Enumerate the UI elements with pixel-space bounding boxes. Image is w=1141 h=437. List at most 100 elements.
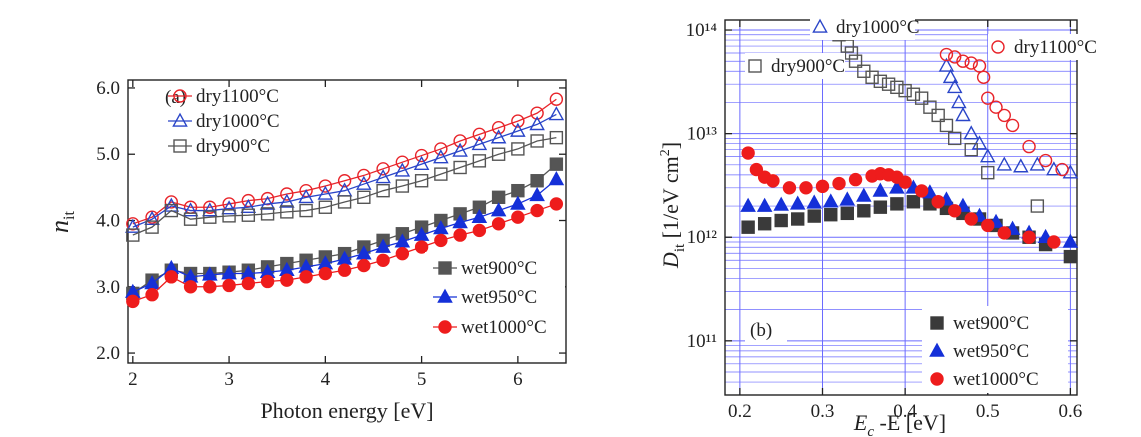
data-point — [972, 59, 987, 73]
x-tick-label: 3 — [224, 369, 234, 390]
data-point — [452, 142, 468, 157]
data-point — [490, 129, 507, 144]
data-point — [164, 195, 179, 209]
data-point — [549, 197, 564, 211]
data-point — [279, 193, 295, 208]
data-point — [183, 280, 198, 294]
data-point — [337, 263, 352, 277]
data-point — [1013, 158, 1029, 173]
data-point — [472, 127, 487, 142]
data-point — [240, 198, 257, 214]
data-point — [472, 154, 487, 168]
legend-marker — [930, 316, 944, 330]
annotation: (a) — [165, 87, 186, 108]
data-point — [510, 195, 526, 210]
y-label-main: D — [658, 252, 683, 269]
legend-label: dry1000°C — [196, 111, 280, 132]
data-point — [824, 208, 838, 222]
data-point — [981, 218, 995, 233]
data-point — [799, 181, 813, 195]
data-point — [337, 174, 352, 188]
data-point — [839, 191, 856, 206]
data-point — [395, 179, 410, 193]
legend-label: dry1100°C — [1014, 37, 1097, 58]
data-point — [510, 122, 526, 137]
data-point — [434, 233, 448, 248]
data-point — [357, 168, 371, 183]
data-point — [376, 183, 390, 198]
data-point — [844, 46, 859, 60]
data-point — [433, 149, 449, 164]
data-point — [241, 208, 256, 222]
data-point — [375, 238, 391, 253]
data-point — [471, 208, 488, 223]
legend-label: dry900°C — [771, 56, 845, 77]
data-point — [857, 204, 871, 218]
data-point — [906, 87, 921, 101]
data-point — [890, 80, 904, 95]
data-point — [956, 54, 970, 68]
y-label-sup: 2 — [658, 149, 673, 156]
data-point — [951, 94, 967, 109]
legend-entry: dry900°C — [168, 136, 270, 157]
annotation: (b) — [750, 320, 772, 341]
data-point — [997, 108, 1011, 123]
data-point — [766, 174, 780, 188]
data-point — [491, 190, 506, 205]
data-point — [741, 146, 755, 160]
legend-label: dry900°C — [196, 136, 270, 157]
y-label-main: n — [45, 220, 74, 233]
y-axis-label: Dit [1/eV cm2] — [658, 142, 688, 269]
data-point — [453, 160, 467, 175]
data-point — [203, 280, 217, 294]
data-point — [989, 100, 1003, 114]
data-point — [145, 288, 159, 302]
data-point — [433, 220, 449, 235]
legend-marker — [929, 342, 945, 357]
data-point — [452, 214, 468, 229]
data-point — [964, 142, 978, 157]
data-point — [963, 125, 980, 140]
legend-marker — [173, 89, 187, 103]
legend-entry: wet950°C — [433, 287, 537, 308]
data-point — [182, 202, 199, 217]
data-point — [511, 210, 525, 224]
y-tick-label: 6.0 — [96, 78, 120, 99]
data-point — [840, 206, 854, 221]
data-point — [491, 121, 506, 135]
data-point — [395, 246, 410, 261]
legend-background — [988, 34, 1078, 60]
x-tick-label: 2 — [128, 369, 138, 390]
data-point — [914, 184, 929, 198]
data-point — [1038, 153, 1053, 168]
data-point — [453, 228, 467, 242]
data-point — [873, 200, 888, 214]
legend-background — [810, 14, 915, 40]
data-point — [1062, 233, 1079, 248]
data-point — [872, 182, 889, 197]
y-label-sub: it — [672, 243, 688, 252]
data-point — [890, 197, 904, 211]
data-point — [529, 186, 545, 202]
data-point — [1063, 249, 1078, 264]
data-point — [414, 240, 429, 254]
data-point — [394, 233, 411, 248]
data-point — [756, 197, 773, 212]
data-point — [221, 200, 237, 215]
legend-entry: wet950°C — [929, 341, 1029, 362]
data-point — [299, 270, 313, 284]
data-point — [906, 195, 921, 209]
data-point — [414, 174, 429, 188]
data-point — [773, 196, 789, 211]
x-tick-label: 4 — [321, 369, 331, 390]
legend-marker — [991, 40, 1005, 54]
y-axis-label: nit — [45, 211, 78, 233]
data-point — [948, 204, 962, 218]
data-point — [183, 212, 198, 226]
data-point — [873, 74, 888, 89]
data-point — [529, 116, 545, 131]
data-point — [202, 202, 218, 217]
data-point — [126, 217, 140, 231]
data-point — [202, 266, 218, 281]
